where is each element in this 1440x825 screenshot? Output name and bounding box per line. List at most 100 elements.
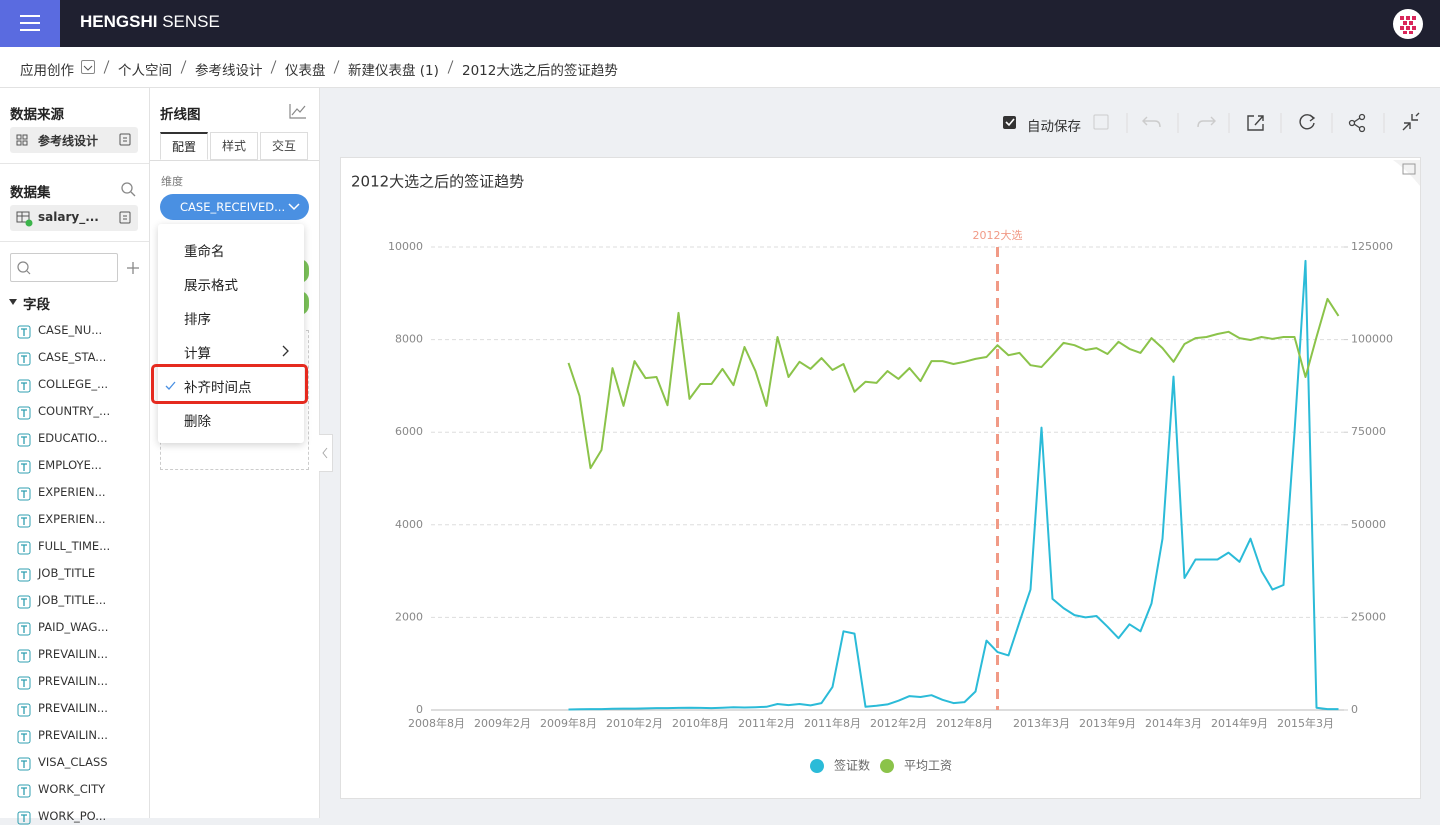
field-item[interactable]: COUNTRY_... — [38, 404, 111, 418]
series-line — [568, 259, 1339, 711]
field-type-icon — [17, 703, 31, 717]
x-tick-label: 2010年8月 — [672, 716, 729, 730]
dimension-name: CASE_RECEIVED... — [180, 200, 286, 214]
breadcrumb-item[interactable]: 个人空间 — [118, 63, 172, 79]
y2-tick-label: 125000 — [1351, 240, 1393, 253]
y2-tick-label: 100000 — [1351, 333, 1393, 346]
menu-item[interactable]: 删除 — [184, 414, 211, 430]
tab[interactable]: 样式 — [210, 132, 258, 160]
field-item[interactable]: VISA_CLASS — [38, 755, 108, 769]
field-type-icon — [17, 514, 31, 528]
field-item[interactable]: PREVAILIN... — [38, 701, 108, 715]
source-icons — [16, 133, 131, 146]
autosave-label[interactable]: 自动保存 — [1027, 119, 1081, 135]
field-item[interactable]: PREVAILIN... — [38, 728, 108, 742]
avatar[interactable] — [1392, 8, 1424, 40]
menu-item[interactable]: 排序 — [184, 312, 211, 328]
menu-icon — [20, 15, 40, 31]
field-item[interactable]: FULL_TIME... — [38, 539, 111, 553]
tab[interactable]: 配置 — [160, 132, 208, 160]
dimension-pill[interactable] — [160, 194, 309, 220]
highlight-box — [151, 364, 308, 404]
field-item[interactable]: EXPERIEN... — [38, 512, 106, 526]
series-line — [567, 297, 1340, 470]
field-type-icon — [17, 352, 31, 366]
field-item[interactable]: PAID_WAG... — [38, 620, 109, 634]
breadcrumb-separator — [270, 60, 277, 74]
field-type-icon — [17, 730, 31, 744]
field-item[interactable]: EMPLOYE... — [38, 458, 102, 472]
y-tick-label: 6000 — [395, 425, 423, 438]
submenu-arrow — [282, 345, 289, 357]
field-item[interactable]: JOB_TITLE... — [38, 593, 107, 607]
field-item[interactable]: PREVAILIN... — [38, 647, 108, 661]
y2-tick-label: 50000 — [1351, 518, 1386, 531]
field-type-icon — [17, 541, 31, 555]
field-item[interactable]: PREVAILIN... — [38, 674, 108, 688]
collapse-handle[interactable] — [319, 434, 333, 472]
menu-item[interactable]: 展示格式 — [184, 278, 238, 294]
legend-label[interactable]: 签证数 — [834, 758, 870, 773]
breadcrumb-separator — [103, 60, 110, 74]
dataset-chip[interactable] — [10, 205, 138, 231]
field-type-icon — [17, 595, 31, 609]
breadcrumb-separator — [333, 60, 340, 74]
field-item[interactable]: WORK_CITY — [38, 782, 106, 796]
breadcrumb-item[interactable]: 参考线设计 — [195, 63, 263, 79]
breadcrumb-separator — [180, 60, 187, 74]
x-tick-label: 2008年8月 — [408, 716, 465, 730]
top-bar — [0, 0, 1440, 47]
menu-item[interactable]: 重命名 — [184, 244, 225, 260]
chart-type-icon[interactable] — [288, 102, 308, 120]
field-item[interactable]: EDUCATIO... — [38, 431, 108, 445]
dataset-title: 数据集 — [10, 185, 51, 201]
field-type-icon — [17, 406, 31, 420]
field-type-icon — [17, 622, 31, 636]
menu-item[interactable]: 计算 — [184, 346, 211, 362]
field-search[interactable] — [10, 253, 118, 282]
field-item[interactable]: WORK_PO... — [38, 809, 107, 823]
field-type-icon — [17, 433, 31, 447]
x-tick-label: 2009年8月 — [540, 716, 597, 730]
field-item[interactable]: JOB_TITLE — [38, 566, 96, 580]
field-type-icon — [17, 811, 31, 825]
x-tick-label: 2014年9月 — [1211, 716, 1268, 730]
menu-item[interactable]: 补齐时间点 — [184, 380, 252, 396]
breadcrumb-item[interactable]: 2012大选之后的签证趋势 — [462, 63, 618, 79]
y2-tick-label: 25000 — [1351, 610, 1386, 623]
context-menu — [158, 224, 304, 443]
field-item[interactable]: CASE_STA... — [38, 350, 107, 364]
legend-swatch — [810, 759, 824, 773]
source-title: 数据来源 — [10, 107, 64, 123]
breadcrumb-item[interactable]: 仪表盘 — [285, 63, 326, 79]
y-tick-label: 10000 — [388, 240, 423, 253]
search-icon[interactable] — [120, 181, 136, 197]
source-chip[interactable] — [10, 127, 138, 153]
field-item[interactable]: EXPERIEN... — [38, 485, 106, 499]
field-type-icon — [17, 379, 31, 393]
menu-button[interactable] — [0, 0, 60, 47]
tab[interactable]: 交互 — [260, 132, 308, 160]
breadcrumb-item[interactable]: 新建仪表盘 (1) — [348, 63, 439, 79]
divider — [0, 163, 149, 164]
dropdown-icon — [83, 65, 93, 71]
x-tick-label: 2015年3月 — [1277, 716, 1334, 730]
field-type-icon — [17, 676, 31, 690]
legend-swatch — [880, 759, 894, 773]
breadcrumb-item[interactable]: 应用创作 — [20, 63, 74, 79]
brand: HENGSHI SENSE — [80, 12, 220, 32]
breadcrumb-separator — [447, 60, 454, 74]
collapse-arrow[interactable] — [8, 297, 18, 307]
field-type-icon — [17, 568, 31, 582]
x-tick-label: 2010年2月 — [606, 716, 663, 730]
chart: 2012大选之后的签证趋势 02000400060008000100000250… — [351, 160, 1420, 773]
legend-label[interactable]: 平均工资 — [904, 759, 952, 773]
field-item[interactable]: CASE_NU... — [38, 323, 103, 337]
field-item[interactable]: COLLEGE_... — [38, 377, 109, 391]
y2-tick-label: 0 — [1351, 703, 1358, 716]
divider — [0, 241, 149, 242]
x-tick-label: 2013年9月 — [1079, 716, 1136, 730]
breadcrumb-bar: 应用创作 个人空间 参考线设计 仪表盘 新建仪表盘 (1) 2012大选之后的签证趋势 — [0, 47, 1440, 88]
x-tick-label: 2012年2月 — [870, 716, 927, 730]
x-tick-label: 2012年8月 — [936, 716, 993, 730]
